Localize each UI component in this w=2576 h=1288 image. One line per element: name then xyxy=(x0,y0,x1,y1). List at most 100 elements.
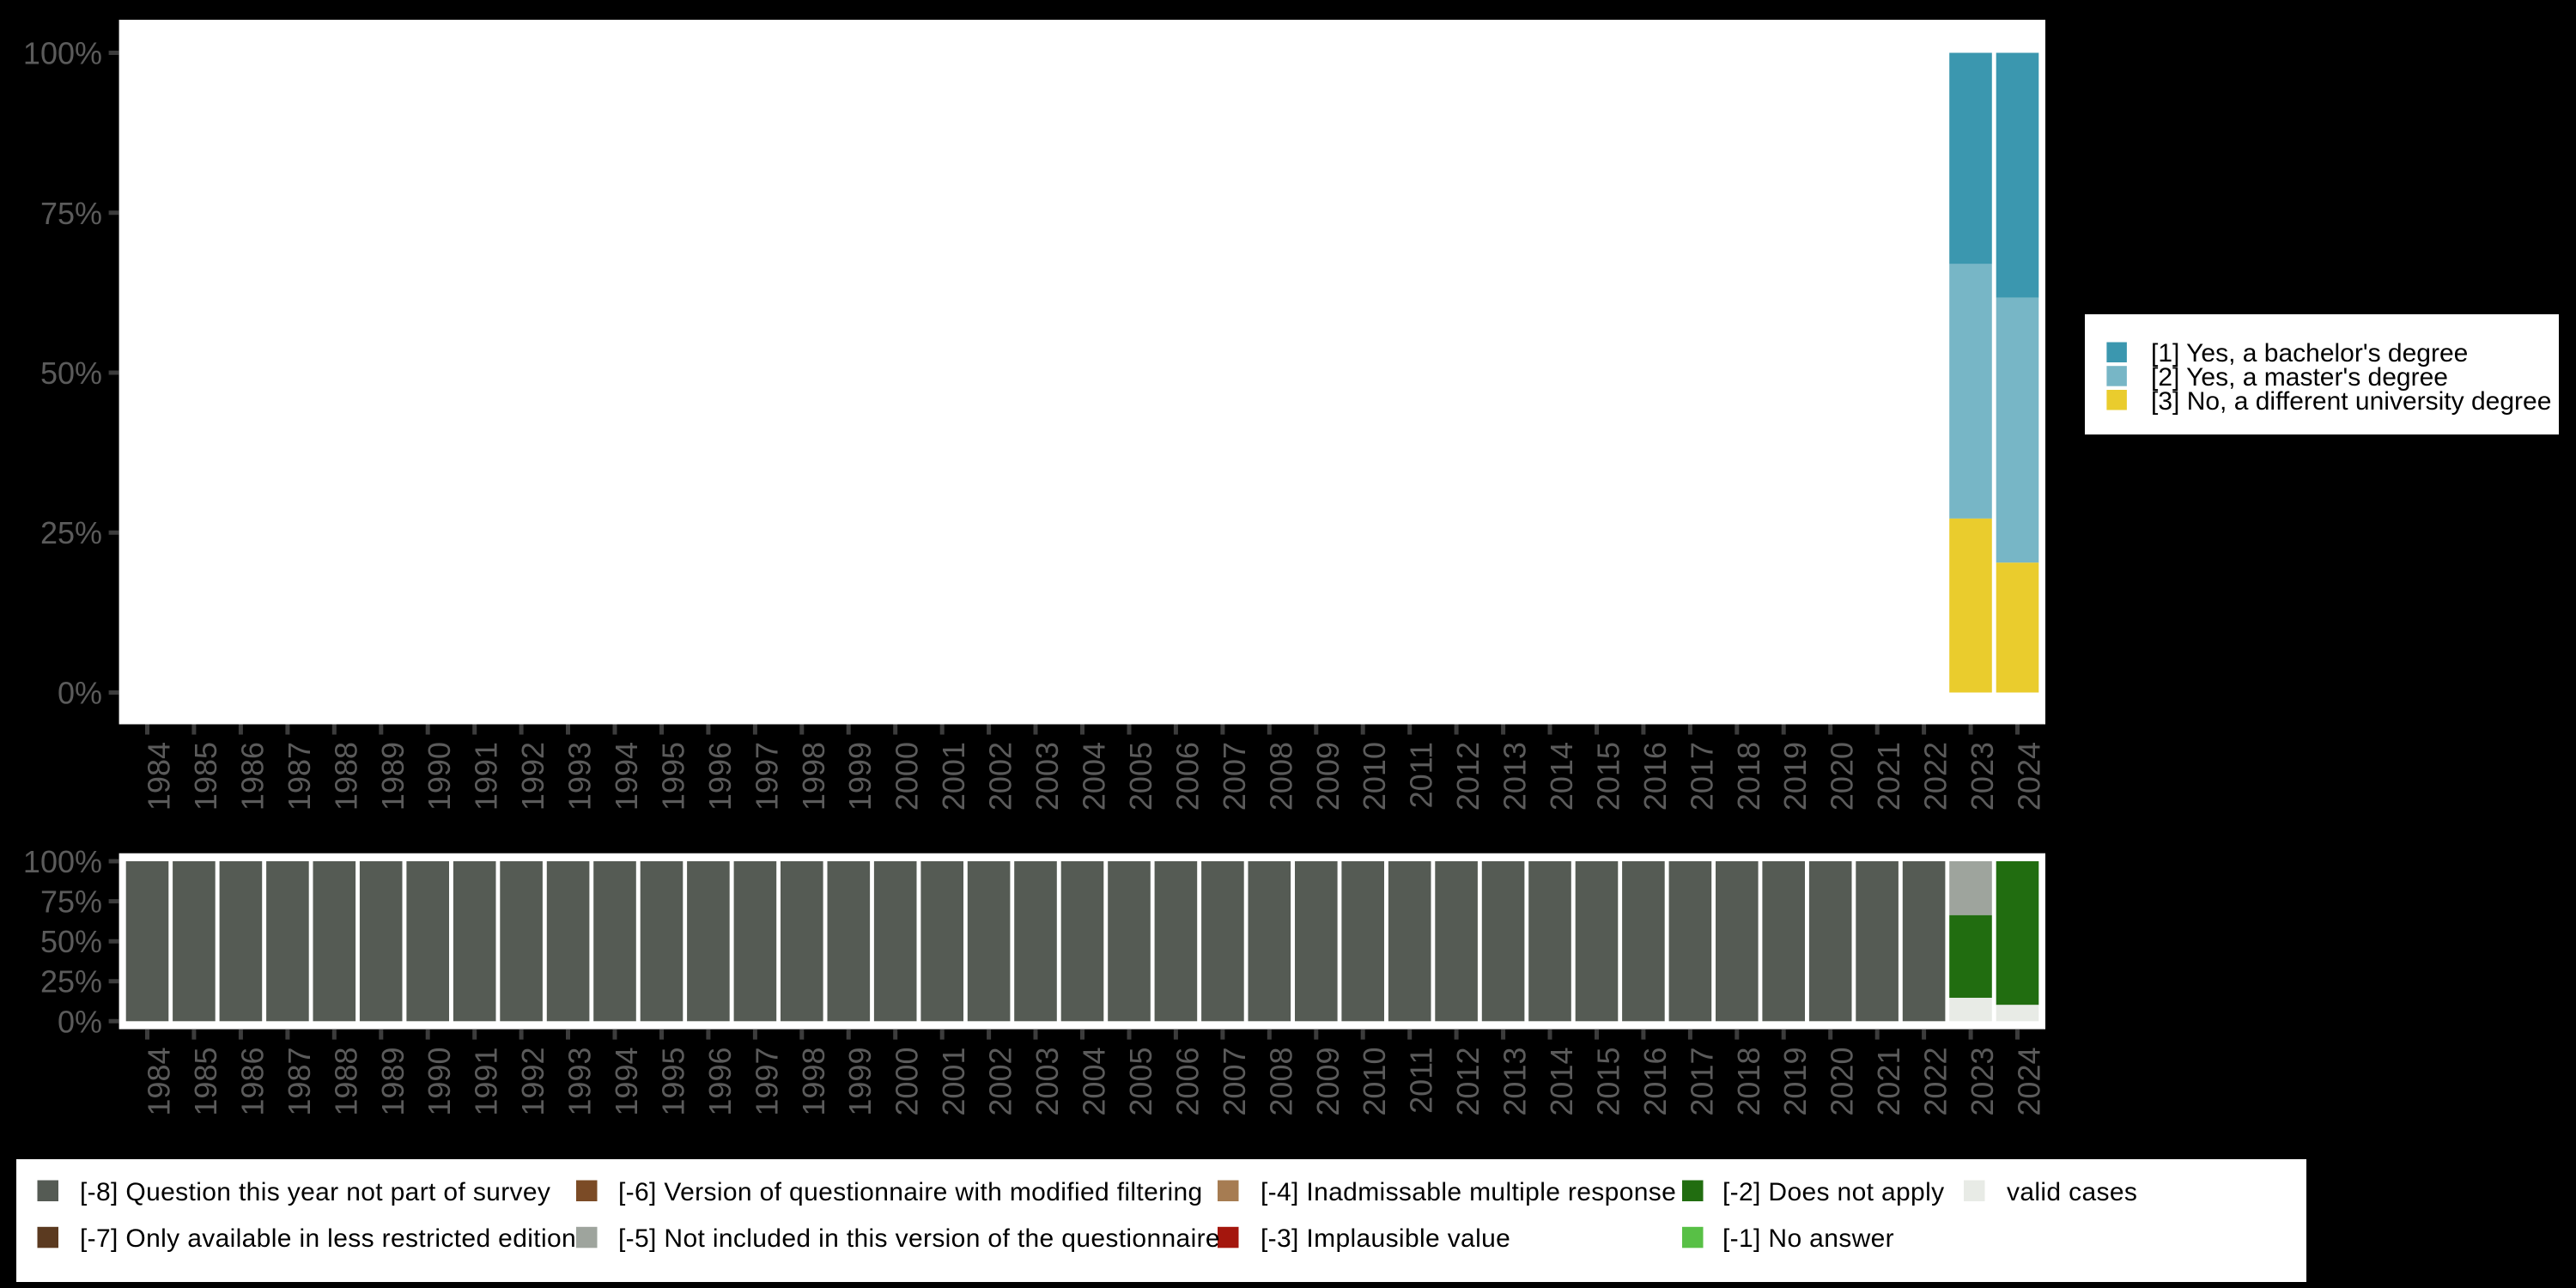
svg-text:2009: 2009 xyxy=(1310,1048,1346,1116)
svg-text:25%: 25% xyxy=(40,515,102,550)
svg-text:2006: 2006 xyxy=(1170,1048,1205,1116)
svg-text:2022: 2022 xyxy=(1918,1048,1953,1116)
svg-text:2008: 2008 xyxy=(1263,1048,1298,1116)
svg-text:2000: 2000 xyxy=(890,742,925,811)
svg-text:2018: 2018 xyxy=(1731,1048,1766,1116)
svg-text:2019: 2019 xyxy=(1777,742,1813,811)
svg-text:[1] Yes, a bachelor's degree: [1] Yes, a bachelor's degree xyxy=(2151,339,2468,368)
svg-text:2013: 2013 xyxy=(1498,1048,1533,1116)
svg-text:2007: 2007 xyxy=(1217,742,1252,811)
svg-text:2011: 2011 xyxy=(1404,742,1439,808)
svg-text:1993: 1993 xyxy=(562,742,598,811)
svg-text:2000: 2000 xyxy=(890,1048,925,1116)
svg-text:2004: 2004 xyxy=(1077,742,1112,811)
svg-text:2003: 2003 xyxy=(1030,1048,1065,1116)
svg-text:2016: 2016 xyxy=(1637,742,1673,811)
svg-text:2018: 2018 xyxy=(1731,742,1766,811)
svg-text:1995: 1995 xyxy=(656,742,691,811)
svg-text:2021: 2021 xyxy=(1871,742,1906,811)
svg-text:2003: 2003 xyxy=(1030,742,1065,811)
svg-text:2010: 2010 xyxy=(1357,1048,1392,1116)
svg-text:1990: 1990 xyxy=(422,742,457,811)
svg-text:1985: 1985 xyxy=(188,742,223,811)
svg-text:2002: 2002 xyxy=(983,742,1018,811)
svg-text:2011: 2011 xyxy=(1404,1048,1439,1114)
svg-text:[2] Yes, a master's degree: [2] Yes, a master's degree xyxy=(2151,363,2448,392)
svg-text:50%: 50% xyxy=(40,924,102,959)
svg-text:1986: 1986 xyxy=(234,742,270,811)
svg-text:1989: 1989 xyxy=(375,1048,410,1116)
svg-text:0%: 0% xyxy=(58,1004,102,1039)
svg-text:1999: 1999 xyxy=(842,1048,878,1116)
svg-text:100%: 100% xyxy=(23,36,102,71)
svg-text:1988: 1988 xyxy=(328,742,363,811)
svg-text:[-5] Not included in this vers: [-5] Not included in this version of the… xyxy=(618,1224,1220,1253)
svg-text:2019: 2019 xyxy=(1777,1048,1813,1116)
svg-text:75%: 75% xyxy=(40,884,102,920)
svg-text:1994: 1994 xyxy=(609,1048,644,1116)
svg-text:1991: 1991 xyxy=(469,1048,504,1116)
svg-text:2004: 2004 xyxy=(1077,1048,1112,1116)
svg-text:1987: 1987 xyxy=(282,1048,317,1116)
svg-text:2010: 2010 xyxy=(1357,742,1392,811)
svg-text:1984: 1984 xyxy=(142,742,177,811)
svg-text:1995: 1995 xyxy=(656,1048,691,1116)
svg-text:25%: 25% xyxy=(40,964,102,999)
svg-text:1998: 1998 xyxy=(796,1048,831,1116)
svg-text:2013: 2013 xyxy=(1498,742,1533,811)
svg-text:1996: 1996 xyxy=(702,1048,738,1116)
svg-text:valid cases: valid cases xyxy=(2007,1178,2137,1206)
svg-text:[-1] No answer: [-1] No answer xyxy=(1722,1224,1894,1253)
svg-text:2005: 2005 xyxy=(1123,742,1158,811)
svg-text:50%: 50% xyxy=(40,355,102,391)
svg-text:2007: 2007 xyxy=(1217,1048,1252,1116)
svg-text:1992: 1992 xyxy=(515,742,550,811)
svg-text:2014: 2014 xyxy=(1544,1048,1579,1116)
svg-text:2002: 2002 xyxy=(983,1048,1018,1116)
svg-text:1994: 1994 xyxy=(609,742,644,811)
svg-text:2022: 2022 xyxy=(1918,742,1953,811)
svg-text:2012: 2012 xyxy=(1450,742,1485,811)
svg-text:1986: 1986 xyxy=(234,1048,270,1116)
svg-text:1996: 1996 xyxy=(702,742,738,811)
svg-text:1985: 1985 xyxy=(188,1048,223,1116)
svg-text:[-3] Implausible value: [-3] Implausible value xyxy=(1261,1224,1510,1253)
svg-text:1984: 1984 xyxy=(142,1048,177,1116)
svg-text:2016: 2016 xyxy=(1637,1048,1673,1116)
svg-text:1999: 1999 xyxy=(842,742,878,811)
svg-text:2021: 2021 xyxy=(1871,1048,1906,1116)
svg-text:100%: 100% xyxy=(23,844,102,879)
svg-text:2006: 2006 xyxy=(1170,742,1205,811)
svg-text:2017: 2017 xyxy=(1684,1047,1719,1115)
svg-text:2001: 2001 xyxy=(936,1048,971,1116)
svg-text:2005: 2005 xyxy=(1123,1048,1158,1116)
svg-text:[-2] Does not apply: [-2] Does not apply xyxy=(1722,1178,1944,1206)
svg-text:[-6] Version of questionnaire: [-6] Version of questionnaire with modif… xyxy=(618,1178,1203,1206)
svg-text:2012: 2012 xyxy=(1450,1048,1485,1116)
svg-text:2015: 2015 xyxy=(1591,742,1626,811)
svg-text:2020: 2020 xyxy=(1825,1048,1860,1116)
svg-text:1993: 1993 xyxy=(562,1048,598,1116)
svg-text:2023: 2023 xyxy=(1965,742,2000,811)
svg-text:2023: 2023 xyxy=(1965,1048,2000,1116)
svg-text:2024: 2024 xyxy=(2012,1048,2047,1116)
svg-text:2008: 2008 xyxy=(1263,742,1298,811)
svg-text:[-7] Only available in less re: [-7] Only available in less restricted e… xyxy=(80,1224,576,1253)
svg-text:1992: 1992 xyxy=(515,1048,550,1116)
svg-text:1989: 1989 xyxy=(375,742,410,811)
svg-text:1987: 1987 xyxy=(282,742,317,811)
svg-text:[-4] Inadmissable multiple res: [-4] Inadmissable multiple response xyxy=(1261,1178,1676,1206)
svg-text:[3] No, a different university: [3] No, a different university degree xyxy=(2151,387,2551,416)
svg-text:2001: 2001 xyxy=(936,742,971,811)
svg-text:2015: 2015 xyxy=(1591,1048,1626,1116)
svg-text:1990: 1990 xyxy=(422,1048,457,1116)
svg-text:1997: 1997 xyxy=(749,1048,784,1116)
svg-text:2014: 2014 xyxy=(1544,742,1579,811)
svg-text:[-8] Question this year not pa: [-8] Question this year not part of surv… xyxy=(80,1178,550,1206)
svg-text:2017: 2017 xyxy=(1684,742,1719,811)
svg-text:1991: 1991 xyxy=(469,742,504,811)
svg-text:1988: 1988 xyxy=(328,1048,363,1116)
svg-text:2009: 2009 xyxy=(1310,742,1346,811)
svg-text:0%: 0% xyxy=(58,676,102,711)
svg-text:2024: 2024 xyxy=(2012,742,2047,811)
